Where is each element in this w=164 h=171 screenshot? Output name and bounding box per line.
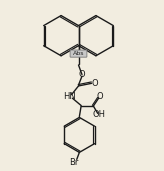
Text: OH: OH <box>93 110 106 119</box>
Text: O: O <box>79 70 85 79</box>
Text: Br: Br <box>69 158 78 167</box>
Text: HN: HN <box>63 92 76 101</box>
Text: Abs: Abs <box>73 51 84 56</box>
FancyBboxPatch shape <box>70 50 87 57</box>
Text: O: O <box>97 92 103 101</box>
Text: O: O <box>92 79 98 88</box>
